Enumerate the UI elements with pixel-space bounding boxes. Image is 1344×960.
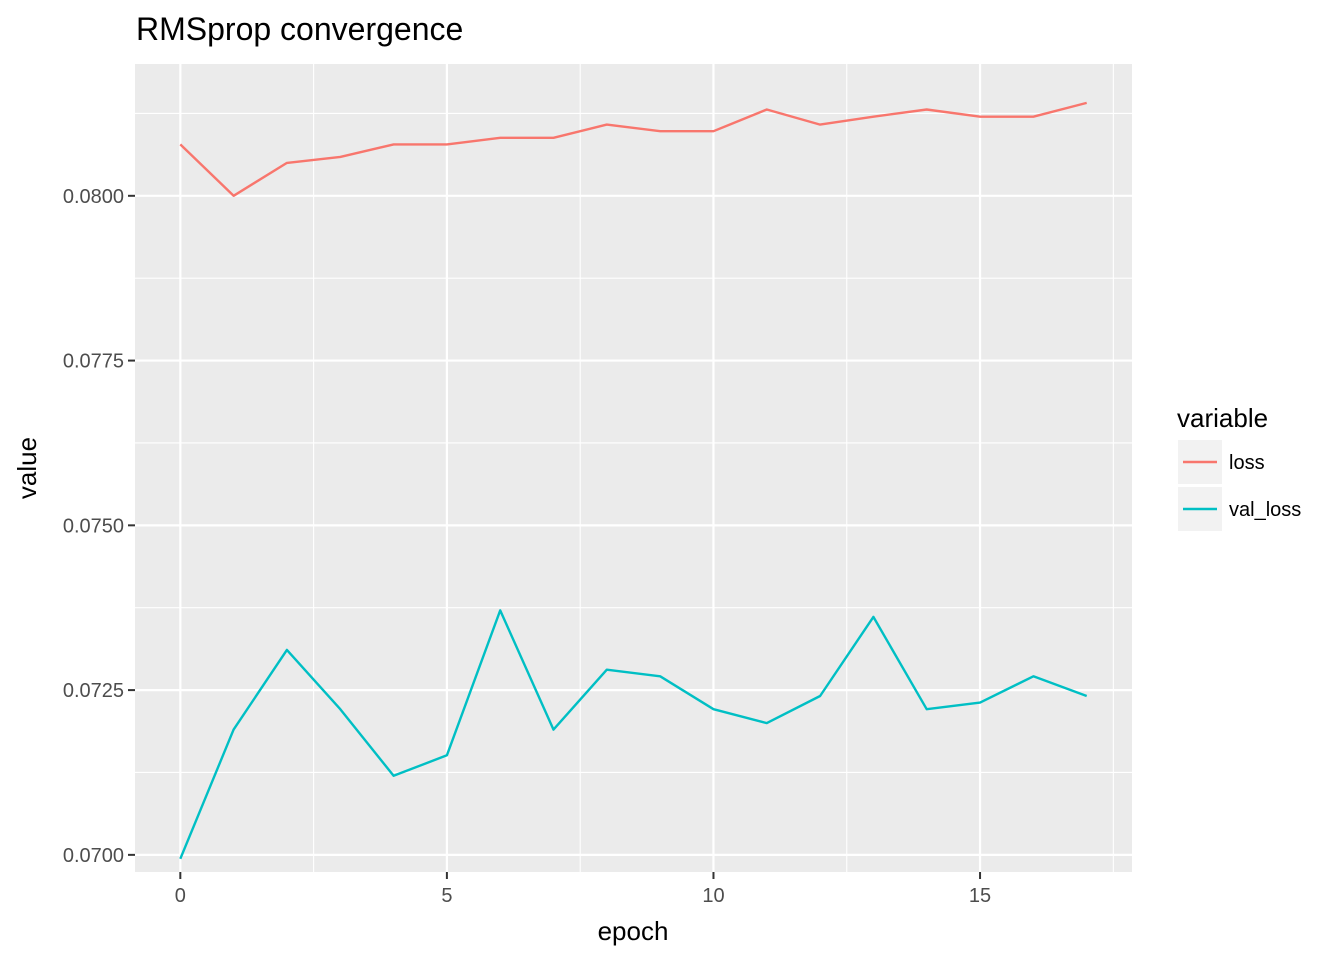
plot-panel [135, 64, 1132, 872]
x-axis: 0 5 10 15 [175, 872, 991, 907]
x-tick-label: 15 [969, 885, 991, 907]
y-axis-title: value [12, 437, 42, 499]
series-line-val-loss [179, 609, 1088, 860]
y-tick-label: 0.0800 [63, 186, 124, 208]
x-tick-label: 0 [175, 885, 186, 907]
chart-title: RMSprop convergence [136, 11, 463, 47]
major-gridlines [135, 64, 1132, 872]
y-tick-label: 0.0775 [63, 351, 124, 373]
x-tick-label: 5 [441, 885, 452, 907]
legend-title: variable [1177, 403, 1268, 433]
legend-label-val-loss: val_loss [1229, 499, 1301, 521]
y-tick-label: 0.0750 [63, 515, 124, 537]
x-axis-title: epoch [598, 916, 669, 946]
series-line-loss [179, 101, 1088, 198]
series-lines [179, 101, 1088, 860]
y-axis: 0.0700 0.0725 0.0750 0.0775 0.0800 [63, 186, 135, 867]
minor-gridlines [135, 64, 1132, 872]
y-tick-label: 0.0700 [63, 845, 124, 867]
y-tick-label: 0.0725 [63, 680, 124, 702]
legend: variable loss val_loss [1177, 403, 1301, 531]
x-tick-label: 10 [702, 885, 724, 907]
legend-label-loss: loss [1229, 452, 1265, 474]
